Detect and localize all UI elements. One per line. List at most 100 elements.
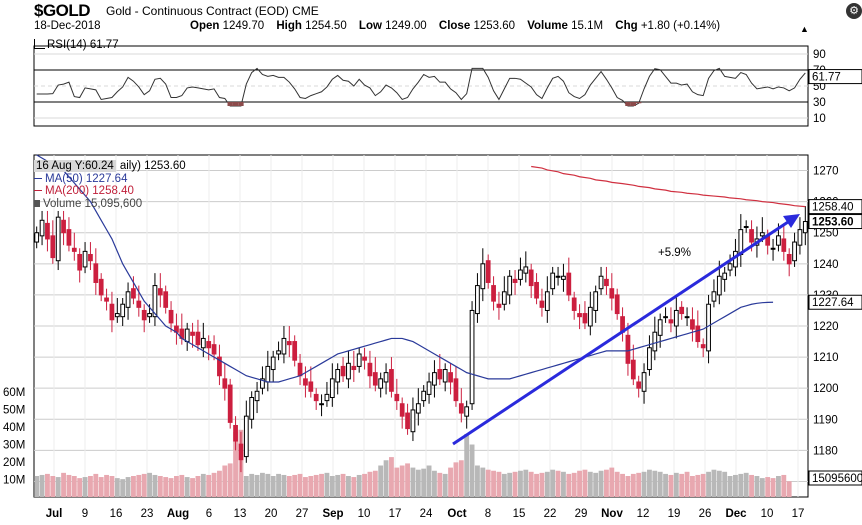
volume-bar [410, 467, 416, 497]
volume-bar [125, 477, 131, 497]
candle-body [61, 219, 66, 234]
volume-bar [120, 479, 126, 497]
candle-body [566, 272, 572, 296]
candle-body [598, 275, 604, 290]
date-tick-label: 22 [544, 508, 557, 520]
volume-bar [695, 474, 701, 497]
candle-body [394, 393, 400, 402]
candle-body [528, 269, 534, 287]
candle-body [550, 272, 556, 290]
candle-body [217, 356, 222, 377]
candle-body [716, 275, 722, 296]
candle-body [501, 291, 507, 305]
candle-body [286, 341, 292, 346]
volume-bar [663, 473, 668, 497]
candle-body [673, 309, 679, 327]
candle-body [238, 443, 244, 461]
volume-value-tag-box [808, 470, 862, 486]
volume-bar [399, 465, 405, 497]
chg-label: Chg [615, 20, 638, 32]
settings-icon[interactable]: ⚙ [846, 3, 862, 19]
volume-bar [93, 473, 99, 497]
rsi-oversold-fill [238, 102, 244, 106]
volume-bar [243, 476, 249, 497]
date-tick-label: 20 [265, 508, 278, 520]
date-tick-label: 10 [761, 508, 774, 520]
volume-tick-label: 10M [3, 475, 25, 487]
candle-body [168, 309, 174, 324]
volume-bar [367, 471, 373, 497]
rsi-oversold-fill [636, 102, 642, 104]
volume-bar [700, 473, 706, 497]
volume-bar [308, 476, 314, 497]
volume-bar [292, 474, 298, 497]
candle-body [362, 356, 367, 361]
candle-body [335, 369, 341, 383]
candle-body [722, 272, 728, 280]
volume-bar [749, 474, 754, 497]
volume-bar [200, 473, 206, 497]
candle-body [372, 372, 378, 386]
hover-tooltip: 16 Aug Y:60.24 [34, 160, 116, 172]
candle-body [233, 424, 238, 442]
candle-body [211, 344, 217, 355]
ma200-value-tag-box [808, 199, 862, 215]
close-label: Close [438, 20, 471, 32]
candle-body [195, 331, 201, 346]
volume-bar [765, 477, 771, 497]
volume-bar [442, 473, 448, 497]
candle-body [652, 331, 658, 352]
candle-body [405, 412, 410, 430]
volume-bar [131, 476, 136, 497]
date-tick-label: 8 [485, 508, 491, 520]
volume-bar [625, 476, 631, 497]
candle-body [668, 319, 674, 324]
candle-body [749, 229, 754, 243]
date-tick-label: 15 [513, 508, 526, 520]
candle-body [647, 347, 652, 371]
candle-body [114, 313, 120, 318]
candle-body [641, 372, 647, 392]
chg-value: +1.80 (+0.14%) [640, 20, 721, 32]
candle-body [308, 381, 314, 392]
ma50-value-tag-box [808, 294, 862, 310]
volume-bar [109, 476, 115, 497]
candle-body [700, 344, 706, 349]
volume-bar [340, 473, 346, 497]
volume-bar [356, 474, 362, 497]
date-tick-label: 27 [296, 508, 309, 520]
volume-bar [641, 471, 647, 497]
volume-bar [690, 476, 695, 497]
volume-bar [147, 472, 152, 497]
price-tick-label: 1180 [813, 445, 838, 457]
volume-bar [620, 473, 625, 497]
volume-bar [716, 470, 722, 497]
candle-body [743, 226, 749, 229]
candle-body [534, 281, 539, 299]
candle-body [512, 278, 518, 283]
quote-date: 18-Dec-2018 [34, 20, 101, 32]
volume-bar [415, 469, 421, 497]
candle-body [125, 291, 131, 308]
candle-body [792, 241, 797, 262]
volume-bar [71, 476, 77, 497]
volume-bar [313, 474, 319, 497]
candle-body [163, 291, 169, 308]
candle-body [351, 365, 357, 371]
volume-bar [195, 476, 201, 497]
candle-body [200, 337, 206, 349]
candle-body [663, 316, 668, 319]
candle-body [759, 232, 765, 237]
candle-body [120, 303, 126, 318]
volume-bar [657, 471, 663, 497]
date-tick-label: 24 [420, 508, 433, 520]
candle-body [448, 372, 453, 383]
volume-bar [539, 472, 545, 497]
volume-bar [362, 473, 367, 497]
volume-bar [781, 474, 787, 497]
candle-body [340, 365, 346, 377]
trend-arrow-head [783, 214, 800, 228]
volume-bar [286, 476, 292, 497]
volume-bar [55, 477, 61, 497]
